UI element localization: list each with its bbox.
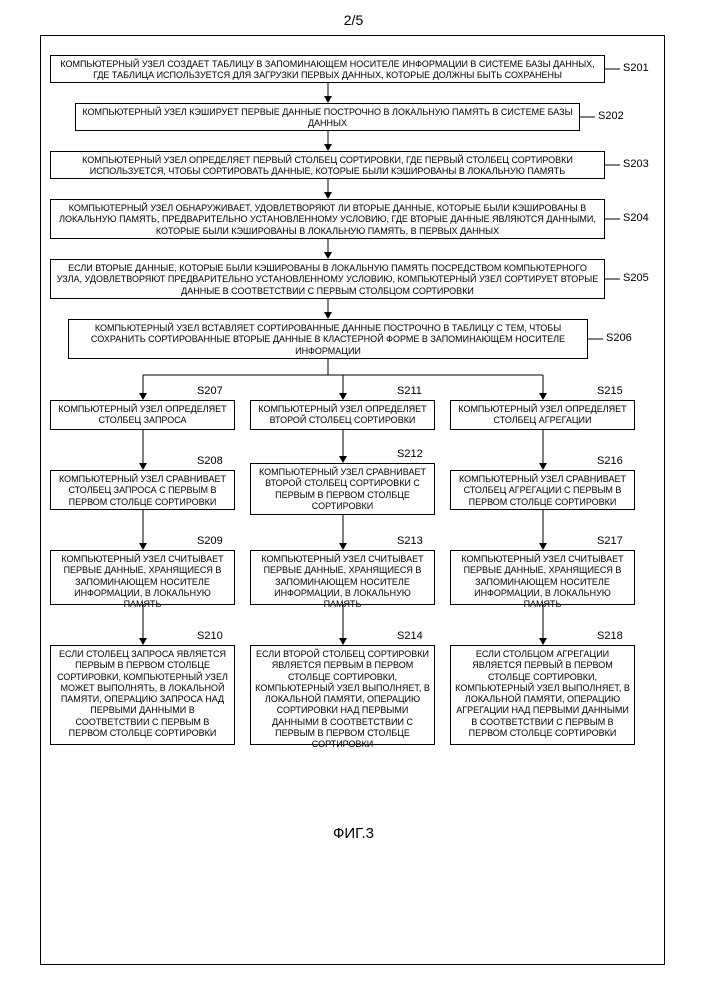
step-label-s202: S202 <box>598 110 624 122</box>
step-label-s216: S216 <box>597 455 623 467</box>
flow-box-s215: КОМПЬЮТЕРНЫЙ УЗЕЛ ОПРЕДЕЛЯЕТ СТОЛБЕЦ АГР… <box>450 400 635 430</box>
step-label-s212: S212 <box>397 448 423 460</box>
flow-box-s217: КОМПЬЮТЕРНЫЙ УЗЕЛ СЧИТЫВАЕТ ПЕРВЫЕ ДАННЫ… <box>450 550 635 605</box>
step-label-s208: S208 <box>197 455 223 467</box>
step-label-s211: S211 <box>397 385 422 397</box>
figure-label: ФИГ.3 <box>0 825 707 842</box>
step-label-s207: S207 <box>197 385 223 397</box>
flow-box-s203: КОМПЬЮТЕРНЫЙ УЗЕЛ ОПРЕДЕЛЯЕТ ПЕРВЫЙ СТОЛ… <box>50 151 605 179</box>
flow-box-s202: КОМПЬЮТЕРНЫЙ УЗЕЛ КЭШИРУЕТ ПЕРВЫЕ ДАННЫЕ… <box>75 103 580 131</box>
flow-box-s214: ЕСЛИ ВТОРОЙ СТОЛБЕЦ СОРТИРОВКИ ЯВЛЯЕТСЯ … <box>250 645 435 745</box>
step-label-s217: S217 <box>597 535 623 547</box>
step-label-s218: S218 <box>597 630 623 642</box>
flow-box-s213: КОМПЬЮТЕРНЫЙ УЗЕЛ СЧИТЫВАЕТ ПЕРВЫЕ ДАННЫ… <box>250 550 435 605</box>
flow-box-s216: КОМПЬЮТЕРНЫЙ УЗЕЛ СРАВНИВАЕТ СТОЛБЕЦ АГР… <box>450 470 635 510</box>
step-label-s203: S203 <box>623 158 649 170</box>
flow-box-s208: КОМПЬЮТЕРНЫЙ УЗЕЛ СРАВНИВАЕТ СТОЛБЕЦ ЗАП… <box>50 470 235 510</box>
flow-box-s206: КОМПЬЮТЕРНЫЙ УЗЕЛ ВСТАВЛЯЕТ СОРТИРОВАННЫ… <box>68 319 588 359</box>
step-label-s205: S205 <box>623 272 649 284</box>
flow-box-s210: ЕСЛИ СТОЛБЕЦ ЗАПРОСА ЯВЛЯЕТСЯ ПЕРВЫМ В П… <box>50 645 235 745</box>
step-label-s201: S201 <box>623 62 649 74</box>
step-label-s204: S204 <box>623 212 649 224</box>
flow-box-s201: КОМПЬЮТЕРНЫЙ УЗЕЛ СОЗДАЕТ ТАБЛИЦУ В ЗАПО… <box>50 55 605 83</box>
step-label-s214: S214 <box>397 630 423 642</box>
flow-box-s209: КОМПЬЮТЕРНЫЙ УЗЕЛ СЧИТЫВАЕТ ПЕРВЫЕ ДАННЫ… <box>50 550 235 605</box>
flow-box-s204: КОМПЬЮТЕРНЫЙ УЗЕЛ ОБНАРУЖИВАЕТ, УДОВЛЕТВ… <box>50 199 605 239</box>
step-label-s209: S209 <box>197 535 223 547</box>
page-number: 2/5 <box>0 12 707 28</box>
flow-box-s212: КОМПЬЮТЕРНЫЙ УЗЕЛ СРАВНИВАЕТ ВТОРОЙ СТОЛ… <box>250 463 435 515</box>
flow-box-s205: ЕСЛИ ВТОРЫЕ ДАННЫЕ, КОТОРЫЕ БЫЛИ КЭШИРОВ… <box>50 259 605 299</box>
step-label-s215: S215 <box>597 385 623 397</box>
flow-box-s207: КОМПЬЮТЕРНЫЙ УЗЕЛ ОПРЕДЕЛЯЕТ СТОЛБЕЦ ЗАП… <box>50 400 235 430</box>
flow-box-s218: ЕСЛИ СТОЛБЦОМ АГРЕГАЦИИ ЯВЛЯЕТСЯ ПЕРВЫЙ … <box>450 645 635 745</box>
flow-box-s211: КОМПЬЮТЕРНЫЙ УЗЕЛ ОПРЕДЕЛЯЕТ ВТОРОЙ СТОЛ… <box>250 400 435 430</box>
step-label-s206: S206 <box>606 332 632 344</box>
step-label-s210: S210 <box>197 630 223 642</box>
step-label-s213: S213 <box>397 535 423 547</box>
